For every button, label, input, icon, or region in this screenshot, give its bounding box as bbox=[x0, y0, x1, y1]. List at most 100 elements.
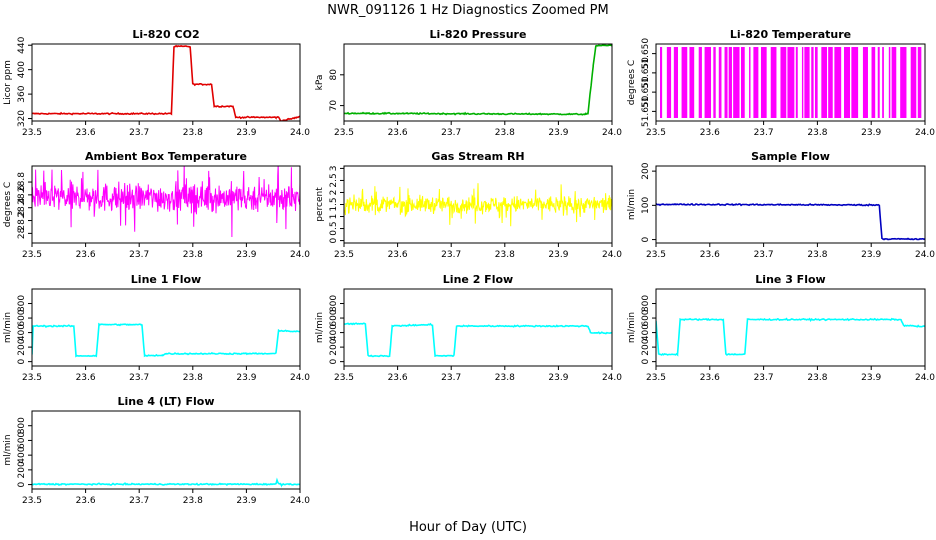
x-axis-label: Hour of Day (UTC) bbox=[409, 520, 527, 535]
x-tick-label: 23.8 bbox=[183, 496, 203, 506]
y-tick-label: 2.5 bbox=[329, 173, 339, 187]
y-tick-label: 0 bbox=[641, 236, 651, 242]
y-tick-label: 400 bbox=[329, 324, 339, 341]
series-band bbox=[689, 47, 695, 118]
series-line-line2 bbox=[344, 322, 612, 358]
y-tick-label: 28.2 bbox=[17, 211, 27, 231]
x-tick-label: 23.7 bbox=[441, 373, 461, 383]
x-tick-label: 23.8 bbox=[807, 128, 827, 138]
series-band bbox=[891, 47, 897, 118]
y-tick-label: 0 bbox=[641, 359, 651, 365]
y-tick-label: 3 bbox=[329, 166, 339, 172]
data-layer bbox=[344, 44, 612, 116]
series-band bbox=[770, 47, 777, 118]
y-tick-label: 28.4 bbox=[17, 197, 27, 217]
x-tick-label: 23.7 bbox=[754, 128, 774, 138]
panel-title: Gas Stream RH bbox=[431, 150, 524, 163]
y-axis-label: ml/min bbox=[627, 312, 637, 343]
y-axis-label: degrees C bbox=[3, 182, 13, 227]
series-band bbox=[698, 47, 702, 118]
y-axis-label: ml/min bbox=[627, 189, 637, 220]
y-axis-label: ml/min bbox=[3, 434, 13, 465]
figure-title: NWR_091126 1 Hz Diagnostics Zoomed PM bbox=[327, 3, 609, 18]
y-tick-label: 600 bbox=[329, 309, 339, 326]
series-band bbox=[704, 47, 712, 118]
y-tick-label: 1.5 bbox=[329, 197, 339, 211]
y-axis-label: ml/min bbox=[315, 312, 325, 343]
y-tick-label: 28.8 bbox=[17, 172, 27, 192]
x-tick-label: 23.6 bbox=[388, 250, 408, 260]
series-band bbox=[733, 47, 740, 118]
data-layer bbox=[32, 166, 300, 238]
series-band bbox=[821, 47, 828, 118]
x-tick-label: 24.0 bbox=[602, 373, 622, 383]
x-tick-label: 23.5 bbox=[646, 373, 666, 383]
panel-title: Line 3 Flow bbox=[755, 273, 825, 286]
y-tick-label: 200 bbox=[329, 338, 339, 355]
x-tick-label: 23.6 bbox=[700, 128, 720, 138]
y-tick-label: 70 bbox=[329, 100, 339, 112]
data-layer bbox=[656, 202, 925, 241]
plot-frame bbox=[31, 288, 301, 367]
y-axis-label: percent bbox=[315, 187, 325, 222]
panel-title: Li-820 Temperature bbox=[730, 28, 851, 41]
plot-frame bbox=[31, 43, 301, 122]
x-tick-label: 24.0 bbox=[290, 128, 310, 138]
panel-sample_flow: Sample Flow 23.5 23.6 23.7 23.8 23.9 24.0 0 100 2… bbox=[627, 150, 935, 260]
plot-frame bbox=[655, 288, 926, 367]
series-band bbox=[828, 47, 833, 118]
y-tick-label: 200 bbox=[641, 162, 651, 179]
panel-title: Ambient Box Temperature bbox=[85, 150, 247, 163]
series-band bbox=[666, 47, 672, 118]
series-band bbox=[787, 47, 795, 118]
x-tick-label: 23.9 bbox=[236, 496, 256, 506]
series-band bbox=[862, 47, 868, 118]
x-tick-label: 23.6 bbox=[388, 373, 408, 383]
y-tick-label: 80 bbox=[329, 69, 339, 81]
y-tick-label: 320 bbox=[17, 110, 27, 127]
series-noise bbox=[344, 183, 612, 227]
series-line-pressure bbox=[344, 44, 612, 116]
y-tick-label: 2 bbox=[329, 190, 339, 196]
series-line-co2 bbox=[32, 44, 300, 121]
series-band bbox=[673, 47, 679, 118]
x-tick-label: 23.8 bbox=[183, 250, 203, 260]
series-line-sample bbox=[656, 202, 925, 241]
y-axis-label: degrees C bbox=[627, 60, 637, 105]
x-tick-label: 24.0 bbox=[602, 250, 622, 260]
x-tick-label: 23.9 bbox=[548, 250, 568, 260]
series-band bbox=[660, 47, 663, 118]
x-tick-label: 23.7 bbox=[441, 250, 461, 260]
x-tick-label: 23.7 bbox=[129, 496, 149, 506]
series-band bbox=[814, 47, 818, 118]
x-tick-label: 23.8 bbox=[183, 128, 203, 138]
panel-title: Line 1 Flow bbox=[131, 273, 201, 286]
series-band bbox=[877, 47, 880, 118]
x-tick-label: 23.6 bbox=[76, 373, 96, 383]
x-tick-label: 24.0 bbox=[290, 496, 310, 506]
x-tick-label: 24.0 bbox=[290, 373, 310, 383]
x-tick-label: 23.8 bbox=[183, 373, 203, 383]
y-tick-label: 200 bbox=[17, 338, 27, 355]
panel-title: Sample Flow bbox=[751, 150, 830, 163]
x-tick-label: 23.5 bbox=[22, 373, 42, 383]
series-band bbox=[851, 47, 859, 118]
y-axis-label: ml/min bbox=[3, 312, 13, 343]
y-tick-label: 0 bbox=[329, 237, 339, 243]
y-tick-label: 1 bbox=[329, 214, 339, 220]
y-tick-label: 600 bbox=[641, 309, 651, 326]
series-band bbox=[900, 47, 907, 118]
x-tick-label: 23.5 bbox=[334, 250, 354, 260]
series-band bbox=[760, 47, 767, 118]
y-tick-label: 440 bbox=[17, 36, 27, 53]
y-tick-label: 200 bbox=[17, 461, 27, 478]
x-tick-label: 23.5 bbox=[334, 128, 354, 138]
x-tick-label: 23.9 bbox=[236, 128, 256, 138]
x-tick-label: 23.8 bbox=[495, 250, 515, 260]
y-tick-label: 0 bbox=[17, 359, 27, 365]
x-tick-label: 23.8 bbox=[807, 373, 827, 383]
series-line-line1 bbox=[32, 322, 300, 358]
x-tick-label: 23.6 bbox=[388, 128, 408, 138]
x-tick-label: 23.9 bbox=[548, 373, 568, 383]
x-tick-label: 23.5 bbox=[22, 128, 42, 138]
